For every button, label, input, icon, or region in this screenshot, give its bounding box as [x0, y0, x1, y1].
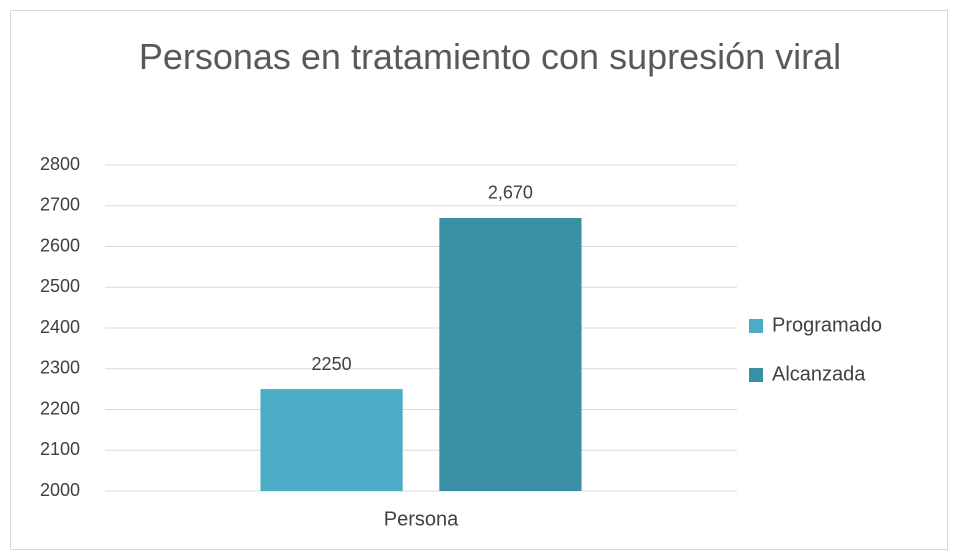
y-tick-label: 2000 — [40, 480, 80, 500]
y-tick-label: 2300 — [40, 358, 80, 378]
y-tick-label: 2700 — [40, 195, 80, 215]
chart-title: Personas en tratamiento con supresión vi… — [138, 36, 842, 77]
y-tick-label: 2500 — [40, 276, 80, 296]
y-tick-label: 2800 — [40, 154, 80, 174]
x-tick-label: Persona — [384, 508, 459, 530]
bar — [260, 389, 403, 491]
legend-swatch — [749, 319, 763, 333]
y-tick-label: 2100 — [40, 439, 80, 459]
y-tick-label: 2400 — [40, 317, 80, 337]
legend-label: Programado — [772, 314, 882, 336]
value-label: 2250 — [312, 354, 352, 374]
chart-border — [10, 10, 948, 550]
bar — [439, 217, 582, 491]
legend-swatch — [749, 368, 763, 382]
legend-label: Alcanzada — [772, 363, 866, 385]
y-tick-label: 2600 — [40, 235, 80, 255]
value-label: 2,670 — [488, 183, 533, 203]
y-tick-label: 2200 — [40, 398, 80, 418]
